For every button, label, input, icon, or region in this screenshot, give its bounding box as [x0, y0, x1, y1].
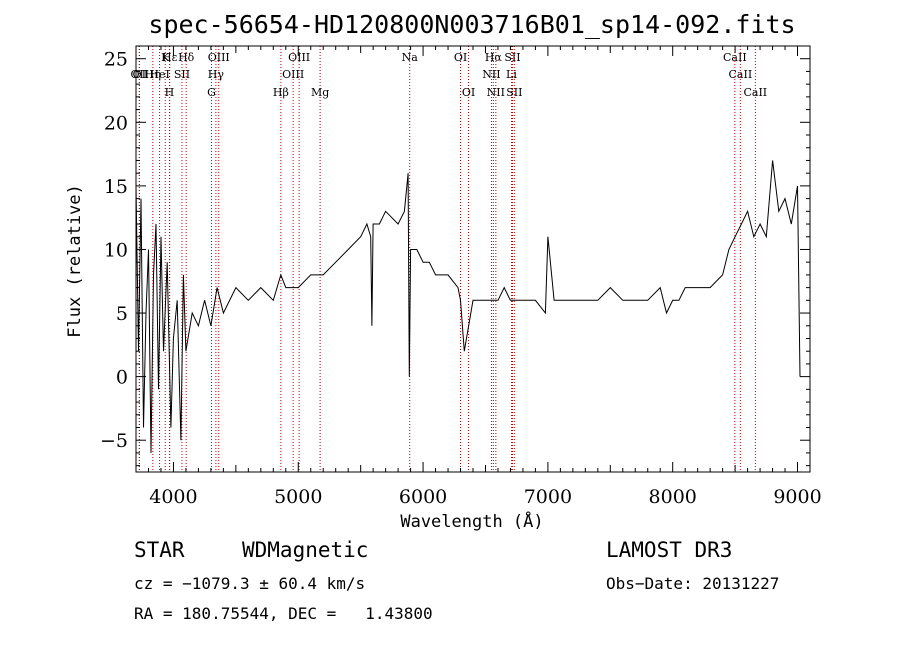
line-label: H: [165, 86, 175, 99]
line-label: Hγ: [208, 68, 225, 81]
y-tick-label: 5: [116, 303, 128, 325]
line-label: Hα: [485, 51, 503, 64]
line-label: OIII: [288, 51, 310, 64]
line-label: G: [207, 86, 216, 99]
y-tick-label: 10: [104, 239, 128, 261]
line-label: Hδ: [178, 51, 195, 64]
line-label: NII: [487, 86, 505, 99]
line-label: Hη: [145, 68, 161, 81]
y-tick-label: 20: [104, 112, 128, 134]
x-tick-label: 7000: [524, 486, 572, 508]
y-axis-label: Flux (relative): [65, 184, 85, 338]
line-label: CaII: [729, 68, 753, 81]
redshift-cz: cz = −1079.3 ± 60.4 km/s: [134, 574, 366, 593]
x-tick-label: 5000: [274, 486, 322, 508]
line-label: Mg: [311, 86, 329, 99]
line-label: NII: [482, 68, 500, 81]
line-label: SII: [174, 68, 190, 81]
y-tick-label: 25: [104, 49, 128, 71]
line-label: Hβ: [273, 86, 289, 99]
x-axis-label: Wavelength (Å): [400, 510, 543, 532]
x-tick-label: 6000: [399, 486, 447, 508]
line-label: K: [161, 51, 170, 64]
object-class: STAR: [134, 538, 185, 562]
coordinates: RA = 180.75544, DEC = 1.43800: [134, 604, 433, 623]
line-label: SII: [504, 51, 520, 64]
line-label: HeI: [149, 68, 169, 81]
flux-line: [135, 160, 801, 453]
line-label: OII: [131, 68, 149, 81]
line-label: OI: [454, 51, 467, 64]
survey-name: LAMOST DR3: [606, 538, 733, 562]
chart-title: spec-56654-HD120800N003716B01_sp14-092.f…: [148, 10, 795, 39]
observation-date: Obs−Date: 20131227: [606, 574, 780, 593]
line-label: Na: [402, 51, 419, 64]
plot-frame: [135, 45, 811, 473]
line-label: Li: [506, 68, 517, 81]
y-tick-label: 0: [116, 367, 128, 389]
line-label: OIII: [208, 51, 230, 64]
line-label: OIII: [282, 68, 304, 81]
x-tick-label: 8000: [649, 486, 697, 508]
x-tick-label: 9000: [773, 486, 821, 508]
x-tick-label: 4000: [149, 486, 197, 508]
y-tick-label: −5: [100, 430, 128, 452]
line-label: SII: [506, 86, 522, 99]
emission-line-markers: [138, 46, 756, 472]
line-label: OI: [462, 86, 475, 99]
x-axis: 4000 5000 6000 7000 8000 9000: [135, 46, 822, 508]
y-tick-label: 15: [104, 176, 128, 198]
line-label: CaII: [723, 51, 747, 64]
flux-series: [135, 160, 801, 453]
line-label: CaII: [743, 86, 767, 99]
object-subclass: WDMagnetic: [242, 538, 369, 562]
y-axis: −5 0 5 10 15 20 25: [100, 45, 810, 467]
